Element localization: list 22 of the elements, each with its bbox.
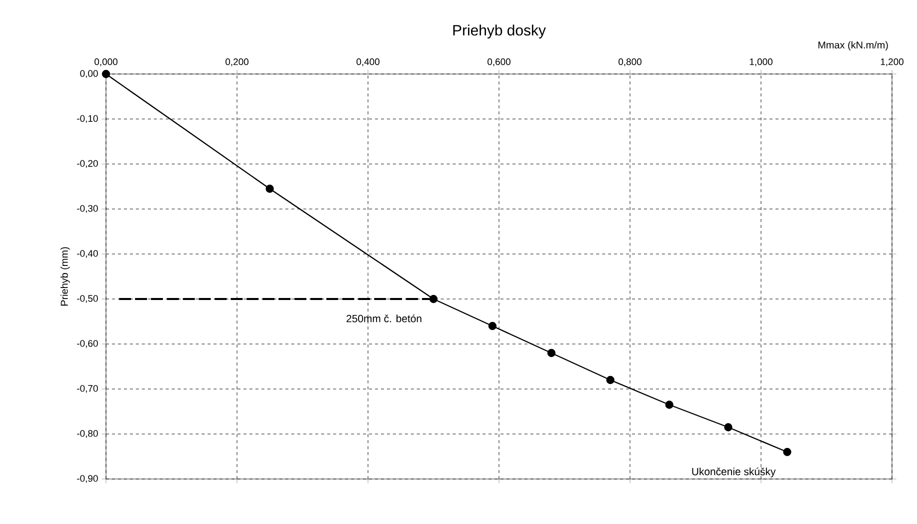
x-tick-label: 0,600 <box>488 58 510 66</box>
annotation: Ukončenie skúšky <box>692 467 776 478</box>
chart-title: Priehyb dosky <box>453 24 546 38</box>
y-tick-label: -0,40 <box>77 250 98 258</box>
x-tick-label: 1,200 <box>880 58 904 66</box>
y-tick-label: -0,70 <box>77 385 98 393</box>
annotation: 250mm č. betón <box>346 314 422 322</box>
y-tick-label: -0,60 <box>77 340 98 348</box>
x-tick-label: 0,200 <box>226 58 248 66</box>
y-axis-title: Priehyb (mm) <box>60 247 70 306</box>
y-tick-label: -0,20 <box>77 160 98 168</box>
x-axis-title: Mmax (kN.m/m) <box>818 41 888 50</box>
x-tick-label: 0,800 <box>618 58 642 66</box>
x-tick-label: 1,000 <box>750 58 772 66</box>
y-tick-label: -0,80 <box>77 430 98 438</box>
y-tick-label: -0,10 <box>77 115 98 123</box>
y-tick-label: 0,00 <box>80 70 98 78</box>
x-tick-label: 0,000 <box>94 58 118 66</box>
x-tick-label: 0,400 <box>356 58 380 66</box>
y-tick-label: -0,90 <box>77 475 98 483</box>
y-tick-label: -0,50 <box>77 295 98 303</box>
y-tick-label: -0,30 <box>77 205 98 213</box>
